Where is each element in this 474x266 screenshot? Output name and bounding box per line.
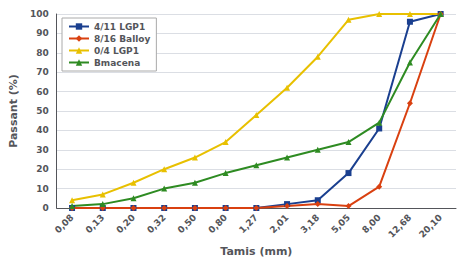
svg-text:0,32: 0,32 xyxy=(145,212,168,235)
svg-text:90: 90 xyxy=(36,28,49,38)
svg-text:Tamis (mm): Tamis (mm) xyxy=(220,245,292,258)
svg-text:8/16 Balloy: 8/16 Balloy xyxy=(94,34,150,44)
svg-text:0: 0 xyxy=(42,203,48,213)
svg-text:70: 70 xyxy=(36,67,49,77)
svg-text:Bmacena: Bmacena xyxy=(94,58,140,68)
svg-text:1,27: 1,27 xyxy=(237,212,260,235)
svg-text:0,50: 0,50 xyxy=(176,212,199,235)
svg-text:60: 60 xyxy=(36,87,49,97)
svg-text:3,18: 3,18 xyxy=(299,212,322,235)
svg-text:0,20: 0,20 xyxy=(114,212,137,235)
svg-text:8,00: 8,00 xyxy=(360,212,383,235)
svg-text:5,05: 5,05 xyxy=(329,212,352,235)
svg-text:Passant (%): Passant (%) xyxy=(7,74,20,148)
svg-text:100: 100 xyxy=(30,9,49,19)
svg-text:0,08: 0,08 xyxy=(53,212,76,235)
svg-text:10: 10 xyxy=(36,184,49,194)
svg-text:20,10: 20,10 xyxy=(417,212,444,239)
svg-text:12,68: 12,68 xyxy=(386,212,413,239)
svg-text:0,13: 0,13 xyxy=(84,212,107,235)
svg-text:30: 30 xyxy=(36,145,49,155)
svg-text:80: 80 xyxy=(36,48,49,58)
svg-text:20: 20 xyxy=(36,164,49,174)
svg-text:40: 40 xyxy=(36,125,49,135)
svg-text:2,01: 2,01 xyxy=(268,212,291,235)
svg-text:4/11 LGP1: 4/11 LGP1 xyxy=(94,22,145,32)
svg-text:50: 50 xyxy=(36,106,49,116)
svg-text:0,80: 0,80 xyxy=(206,212,229,235)
svg-text:0/4 LGP1: 0/4 LGP1 xyxy=(94,46,139,56)
